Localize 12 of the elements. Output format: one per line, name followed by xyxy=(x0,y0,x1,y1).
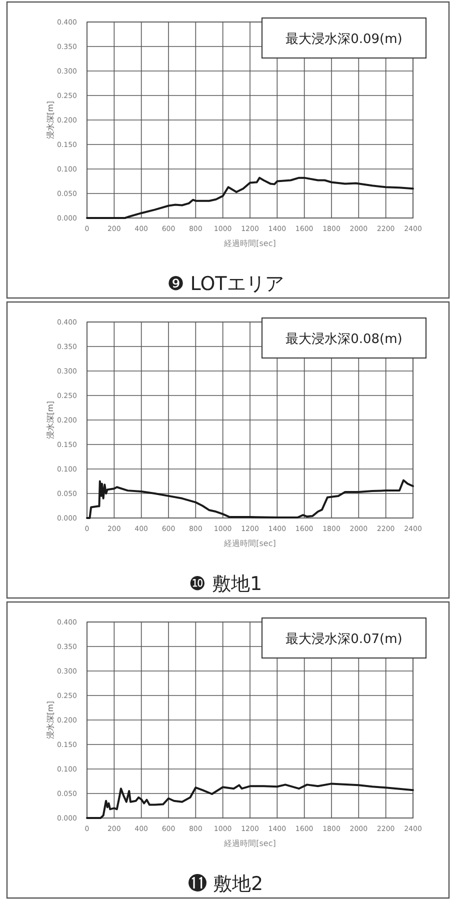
annotation: 最大浸水深0.07(m) xyxy=(286,632,402,647)
text: ❾ LOTエリア xyxy=(167,273,284,295)
x-axis-title: 経過時間[sec] xyxy=(223,239,276,248)
annotation: 最大浸水深0.08(m) xyxy=(286,332,402,347)
y-axis-title: 浸水深[m] xyxy=(46,700,55,740)
y-axis-title: 浸水深[m] xyxy=(46,400,55,440)
y-axis-title: 浸水深[m] xyxy=(46,100,55,140)
text: ⓫ 敷地2 xyxy=(188,873,264,895)
x-axis-title: 経過時間[sec] xyxy=(223,539,276,548)
x-axis-title: 経過時間[sec] xyxy=(223,839,276,848)
annotation: 最大浸水深0.09(m) xyxy=(286,32,402,47)
text: ❿ 敷地1 xyxy=(188,573,262,595)
